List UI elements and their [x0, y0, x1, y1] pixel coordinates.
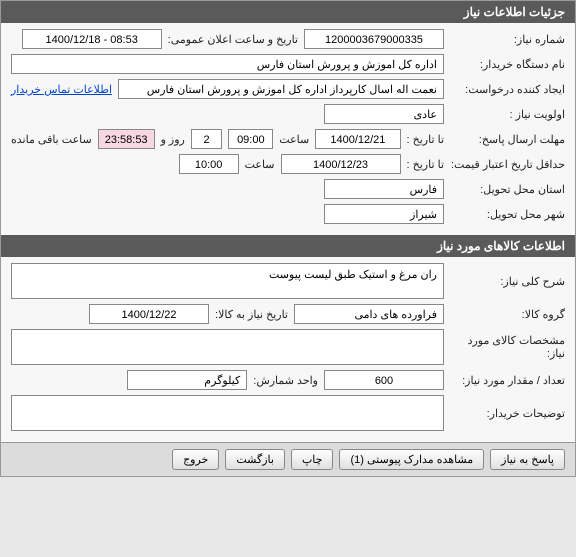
row-goods-specs: مشخصات کالای مورد نیاز: [11, 329, 565, 365]
label-buyer-notes: توضیحات خریدار: [450, 407, 565, 420]
attachments-button[interactable]: مشاهده مدارک پیوستی (1) [339, 449, 484, 470]
label-at-time-1: ساعت [279, 133, 309, 146]
label-days-and: روز و [161, 133, 185, 146]
back-button[interactable]: بازگشت [225, 449, 285, 470]
label-requester: ایجاد کننده درخواست: [450, 83, 565, 96]
field-need-goods-date: 1400/12/22 [89, 304, 209, 324]
row-buyer: نام دستگاه خریدار: اداره کل اموزش و پرور… [11, 54, 565, 74]
label-need-goods-date: تاریخ نیاز به کالا: [215, 308, 288, 321]
field-announce-datetime: 1400/12/18 - 08:53 [22, 29, 162, 49]
need-details-form: شماره نیاز: 1200003679000335 تاریخ و ساع… [1, 23, 575, 235]
label-at-time-2: ساعت [245, 158, 275, 171]
label-unit: واحد شمارش: [253, 374, 318, 387]
label-until-date-1: تا تاریخ : [407, 133, 444, 146]
label-time-remaining: ساعت باقی مانده [11, 133, 92, 146]
field-goods-specs [11, 329, 444, 365]
field-delivery-province: فارس [324, 179, 444, 199]
label-goods-group: گروه کالا: [450, 308, 565, 321]
field-goods-group: فراورده های دامی [294, 304, 444, 324]
field-reply-time: 09:00 [228, 129, 273, 149]
row-general-desc: شرح کلی نیاز: ران مرغ و استیک طبق لیست پ… [11, 263, 565, 299]
row-goods-group: گروه کالا: فراورده های دامی تاریخ نیاز ب… [11, 304, 565, 324]
label-price-validity: حداقل تاریخ اعتبار قیمت: [450, 158, 565, 171]
reply-button[interactable]: پاسخ به نیاز [490, 449, 565, 470]
field-priority: عادی [324, 104, 444, 124]
field-remaining-time: 23:58:53 [98, 129, 155, 149]
field-need-number: 1200003679000335 [304, 29, 444, 49]
field-reply-date: 1400/12/21 [315, 129, 400, 149]
label-priority: اولویت نیاز : [450, 108, 565, 121]
field-qty: 600 [324, 370, 444, 390]
label-need-number: شماره نیاز: [450, 33, 565, 46]
label-buyer-name: نام دستگاه خریدار: [450, 58, 565, 71]
row-requester: ایجاد کننده درخواست: نعمت اله اسال کارپر… [11, 79, 565, 99]
row-priority: اولویت نیاز : عادی [11, 104, 565, 124]
field-general-desc: ران مرغ و استیک طبق لیست پیوست [11, 263, 444, 299]
field-buyer-name: اداره کل اموزش و پرورش استان فارس [11, 54, 444, 74]
row-buyer-notes: توضیحات خریدار: [11, 395, 565, 431]
label-reply-deadline: مهلت ارسال پاسخ: [450, 133, 565, 146]
label-qty: تعداد / مقدار مورد نیاز: [450, 374, 565, 387]
label-delivery-city: شهر محل تحویل: [450, 208, 565, 221]
row-qty: تعداد / مقدار مورد نیاز: 600 واحد شمارش:… [11, 370, 565, 390]
label-goods-specs: مشخصات کالای مورد نیاز: [450, 334, 565, 360]
field-buyer-notes [11, 395, 444, 431]
label-announce-datetime: تاریخ و ساعت اعلان عمومی: [168, 33, 298, 46]
field-remaining-days: 2 [191, 129, 222, 149]
field-requester: نعمت اله اسال کارپرداز اداره کل اموزش و … [118, 79, 444, 99]
exit-button[interactable]: خروج [172, 449, 219, 470]
section-title-items: اطلاعات کالاهای مورد نیاز [437, 239, 565, 253]
field-unit: کیلوگرم [127, 370, 247, 390]
section-title: جزئیات اطلاعات نیاز [464, 5, 565, 19]
section-header-items: اطلاعات کالاهای مورد نیاز [1, 235, 575, 257]
row-reply-deadline: مهلت ارسال پاسخ: تا تاریخ : 1400/12/21 س… [11, 129, 565, 149]
label-general-desc: شرح کلی نیاز: [450, 275, 565, 288]
link-contact-info[interactable]: اطلاعات تماس خریدار [11, 83, 112, 96]
print-button[interactable]: چاپ [291, 449, 334, 470]
items-form: شرح کلی نیاز: ران مرغ و استیک طبق لیست پ… [1, 257, 575, 442]
row-city: شهر محل تحویل: شیراز [11, 204, 565, 224]
field-price-date: 1400/12/23 [281, 154, 401, 174]
row-province: استان محل تحویل: فارس [11, 179, 565, 199]
section-header-need-details: جزئیات اطلاعات نیاز [1, 1, 575, 23]
window-frame: جزئیات اطلاعات نیاز شماره نیاز: 12000036… [0, 0, 576, 477]
buttons-bar: پاسخ به نیاز مشاهده مدارک پیوستی (1) چاپ… [1, 442, 575, 476]
field-price-time: 10:00 [179, 154, 239, 174]
row-need-number: شماره نیاز: 1200003679000335 تاریخ و ساع… [11, 29, 565, 49]
label-delivery-province: استان محل تحویل: [450, 183, 565, 196]
field-delivery-city: شیراز [324, 204, 444, 224]
label-until-date-2: تا تاریخ : [407, 158, 444, 171]
row-price-validity: حداقل تاریخ اعتبار قیمت: تا تاریخ : 1400… [11, 154, 565, 174]
